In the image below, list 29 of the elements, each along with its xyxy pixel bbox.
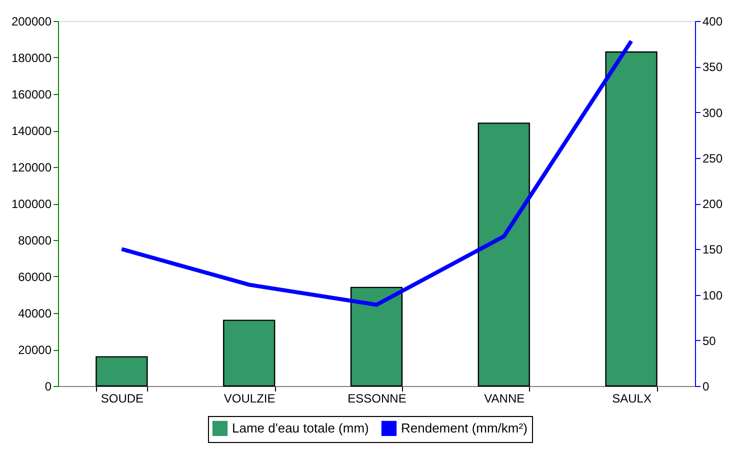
y-tick-label: 140000 bbox=[11, 124, 52, 138]
x-tick-label: SAULX bbox=[612, 392, 652, 406]
y2-tick-label: 150 bbox=[702, 242, 723, 257]
y2-tick-label: 350 bbox=[702, 60, 723, 74]
x-tick-label: ESSONNE bbox=[348, 392, 406, 406]
y-tick-label: 180000 bbox=[11, 51, 52, 65]
x-tick-label: SOUDE bbox=[100, 392, 144, 406]
y-tick-label: 0 bbox=[44, 380, 52, 394]
y2-tick-label: 0 bbox=[702, 380, 710, 394]
y-tick-label: 120000 bbox=[11, 160, 52, 174]
y-tick-label: 60000 bbox=[18, 270, 52, 284]
bar bbox=[223, 320, 276, 387]
y-tick-label: 20000 bbox=[18, 343, 52, 357]
x-tick-label: VANNE bbox=[484, 392, 525, 406]
y-tick-label: 160000 bbox=[11, 88, 52, 102]
y-tick-label: 100000 bbox=[11, 197, 52, 211]
y2-tick-label: 100 bbox=[702, 288, 723, 302]
y-tick-label: 200000 bbox=[11, 14, 52, 28]
y2-tick-label: 50 bbox=[702, 334, 716, 348]
legend-label: Rendement (mm/km²) bbox=[401, 420, 528, 436]
y2-tick-label: 300 bbox=[702, 106, 723, 120]
y2-tick-label: 250 bbox=[702, 151, 723, 166]
line-series bbox=[120, 39, 634, 307]
y-tick-label: 40000 bbox=[18, 306, 52, 320]
legend-label: Lame d'eau totale (mm) bbox=[232, 420, 369, 436]
y2-tick-label: 200 bbox=[702, 197, 723, 211]
x-tick-label: VOULZIE bbox=[224, 392, 276, 406]
y-tick-label: 80000 bbox=[18, 234, 52, 248]
y2-tick-label: 400 bbox=[702, 14, 723, 28]
